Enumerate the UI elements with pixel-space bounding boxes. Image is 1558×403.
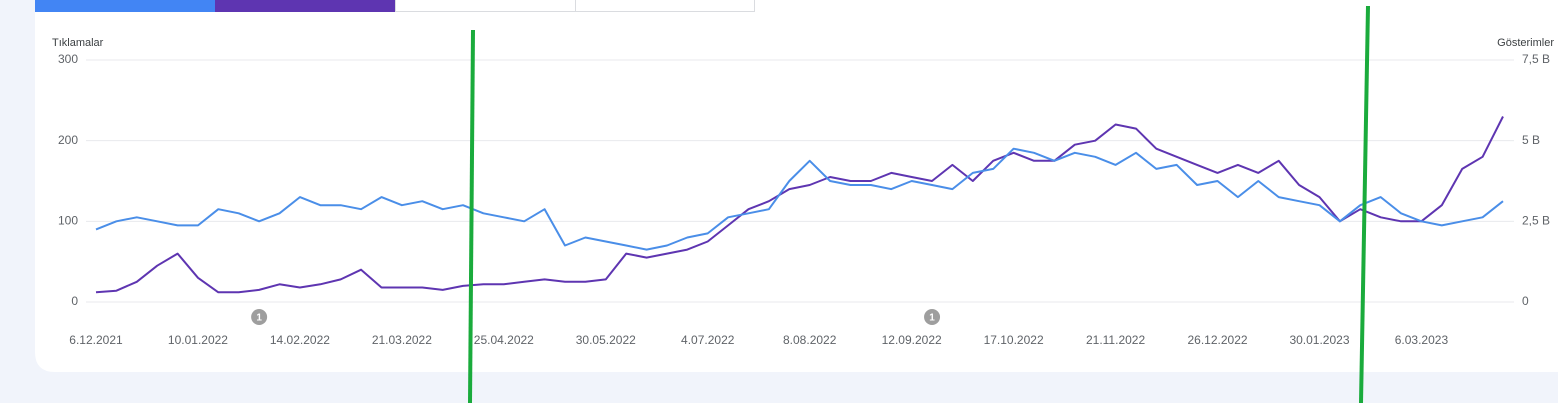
x-tick-label: 21.03.2022 bbox=[372, 333, 432, 347]
y2-axis-title: Gösterimler bbox=[1497, 37, 1554, 49]
x-tick-label: 26.12.2022 bbox=[1187, 333, 1247, 347]
x-tick-label: 14.02.2022 bbox=[270, 333, 330, 347]
series-line bbox=[95, 116, 1504, 294]
y-tick-label: 0 bbox=[71, 294, 78, 308]
y2-tick-label: 5 B bbox=[1522, 133, 1540, 147]
y-tick-label: 300 bbox=[58, 52, 78, 66]
marker-line bbox=[468, 29, 475, 403]
series-line bbox=[95, 147, 1504, 251]
x-tick-label: 10.01.2022 bbox=[168, 333, 228, 347]
x-tick-label: 4.07.2022 bbox=[681, 333, 735, 347]
annotation-marker bbox=[251, 309, 268, 325]
x-tick-label: 30.05.2022 bbox=[576, 333, 636, 347]
x-tick-label: 8.08.2022 bbox=[783, 333, 837, 347]
x-tick-label: 17.10.2022 bbox=[984, 333, 1044, 347]
annotation-label: 1 bbox=[256, 313, 262, 324]
y2-tick-label: 2,5 B bbox=[1522, 214, 1550, 228]
card bbox=[35, 0, 1558, 372]
x-tick-label: 25.04.2022 bbox=[474, 333, 534, 347]
x-tick-label: 6.03.2023 bbox=[1395, 333, 1449, 347]
x-tick-label: 21.11.2022 bbox=[1086, 333, 1145, 347]
x-tick-label: 6.12.2021 bbox=[69, 333, 123, 347]
ctr-tab[interactable] bbox=[395, 0, 576, 12]
annotation-marker bbox=[924, 309, 941, 325]
x-tick-label: 30.01.2023 bbox=[1289, 333, 1349, 347]
annotation-label: 1 bbox=[929, 313, 935, 324]
y2-tick-label: 0 bbox=[1522, 294, 1529, 308]
impressions-tab[interactable] bbox=[215, 0, 395, 12]
y2-tick-label: 7,5 B bbox=[1522, 52, 1550, 66]
y-tick-label: 100 bbox=[58, 214, 78, 228]
y-axis-title: Tıklamalar bbox=[52, 37, 104, 49]
clicks-tab[interactable] bbox=[35, 0, 215, 12]
position-tab[interactable] bbox=[575, 0, 755, 12]
y-tick-label: 200 bbox=[58, 133, 78, 147]
marker-line bbox=[1359, 5, 1370, 403]
x-tick-label: 12.09.2022 bbox=[882, 333, 942, 347]
